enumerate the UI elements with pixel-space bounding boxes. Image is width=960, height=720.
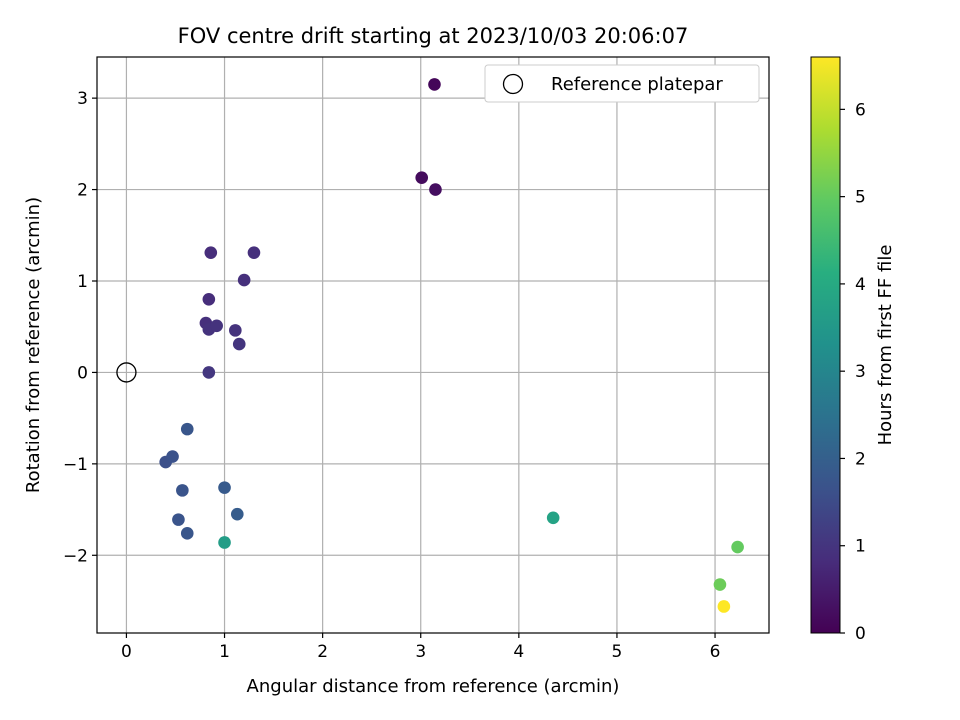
- data-point: [429, 183, 442, 196]
- plot-frame: [96, 56, 770, 634]
- data-point: [229, 324, 242, 337]
- reference-marker-group: [116, 362, 137, 383]
- data-point: [202, 366, 216, 379]
- data-point: [218, 536, 231, 549]
- data-point: [204, 246, 218, 259]
- data-point: [237, 273, 251, 287]
- colorbar-tick-label: 2: [855, 449, 866, 469]
- x-tick-label: 5: [612, 642, 623, 662]
- y-tick-label: 3: [77, 89, 88, 109]
- y-tick-label: −1: [63, 455, 88, 475]
- x-tick-label: 0: [121, 642, 132, 662]
- colorbar: [810, 56, 841, 634]
- data-point: [546, 511, 560, 525]
- legend-reference-marker: [502, 73, 524, 95]
- data-points: [159, 78, 744, 613]
- data-point: [172, 513, 185, 526]
- legend: Reference platepar: [484, 64, 760, 103]
- legend-box: [484, 64, 760, 103]
- data-point: [210, 319, 223, 333]
- colorbar-tick-label: 5: [855, 188, 866, 208]
- data-point: [717, 600, 731, 613]
- data-point: [202, 292, 216, 306]
- colorbar-ticks: 0 1 2 3 4 5 6: [840, 100, 866, 644]
- data-point: [166, 450, 179, 463]
- data-point: [218, 481, 231, 494]
- data-point: [180, 422, 194, 436]
- data-point: [415, 171, 429, 184]
- data-point: [232, 337, 246, 351]
- colorbar-tick-label: 3: [855, 362, 866, 382]
- data-point: [713, 578, 727, 591]
- y-tick-label: 2: [77, 181, 88, 201]
- grid-lines: [97, 57, 769, 633]
- data-point: [180, 527, 194, 540]
- data-point: [230, 507, 244, 521]
- y-tick-label: −2: [63, 546, 88, 566]
- colorbar-label: Hours from first FF file: [875, 245, 896, 446]
- chart-title: FOV centre drift starting at 2023/10/03 …: [178, 24, 689, 48]
- x-axis-label: Angular distance from reference (arcmin): [247, 676, 620, 697]
- x-tick-label: 6: [710, 642, 721, 662]
- x-axis-ticks: 0 1 2 3 4 5 6: [121, 633, 720, 662]
- data-point: [731, 540, 744, 554]
- colorbar-tick-label: 1: [855, 537, 866, 557]
- data-point: [176, 484, 189, 497]
- colorbar-tick-label: 4: [855, 275, 866, 295]
- colorbar-tick-label: 6: [855, 100, 866, 120]
- x-tick-label: 3: [415, 642, 426, 662]
- legend-entry-reference: Reference platepar: [551, 74, 723, 95]
- x-tick-label: 4: [513, 642, 524, 662]
- data-point: [247, 246, 261, 259]
- y-tick-label: 0: [77, 363, 88, 383]
- colorbar-tick-label: 0: [855, 624, 866, 644]
- y-tick-label: 1: [77, 272, 88, 292]
- y-axis-label: Rotation from reference (arcmin): [23, 197, 44, 493]
- y-axis-ticks: −2 −1 0 1 2 3: [63, 89, 97, 566]
- reference-marker: [116, 362, 137, 383]
- x-tick-label: 1: [219, 642, 230, 662]
- data-point: [428, 78, 441, 91]
- x-tick-label: 2: [317, 642, 328, 662]
